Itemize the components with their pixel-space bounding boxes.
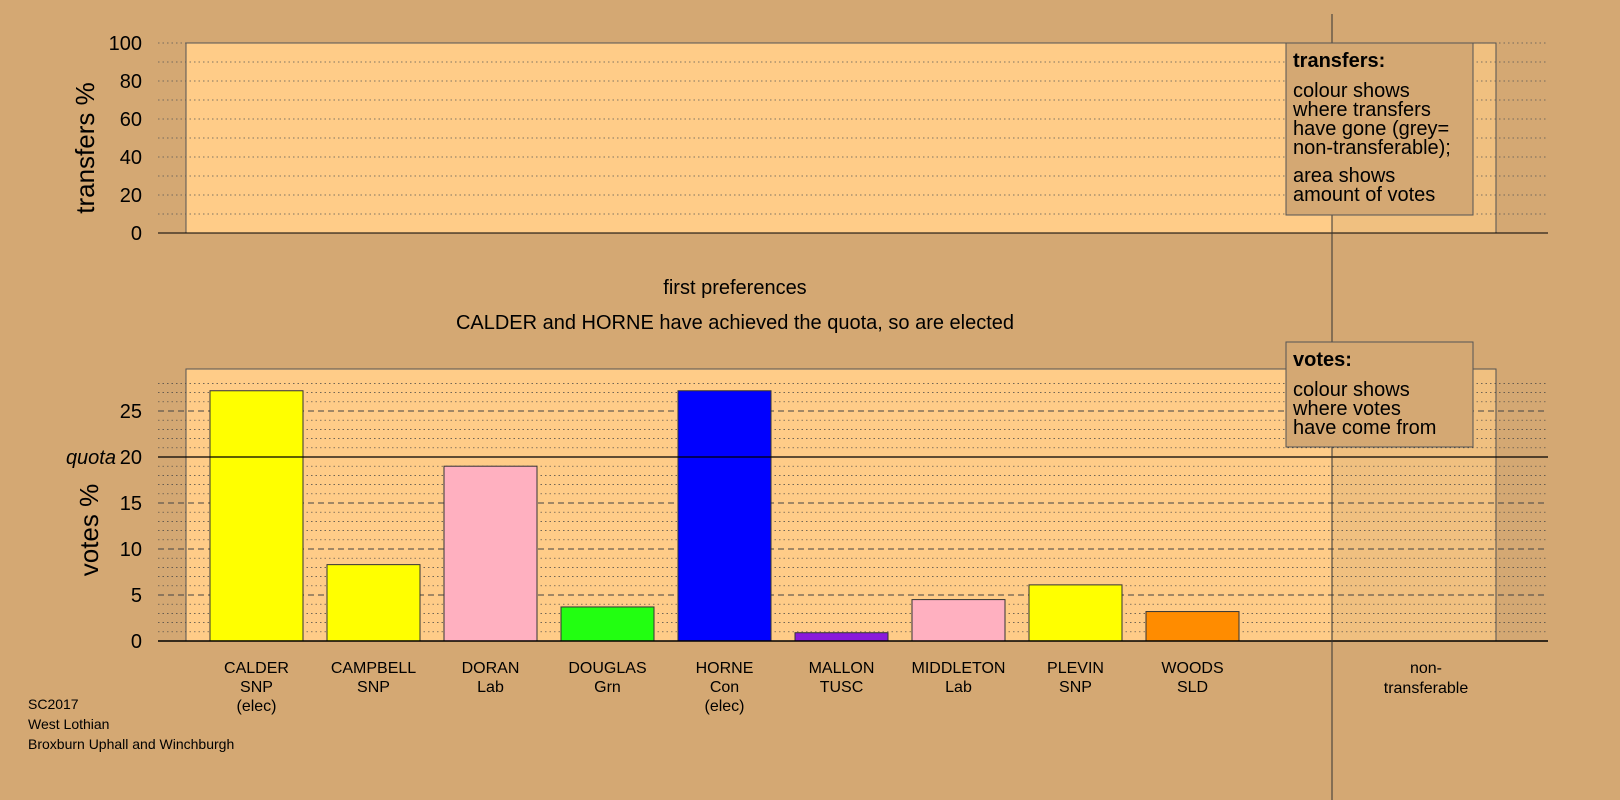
chart-title: first preferences [663, 277, 806, 299]
votes-legend-box [1285, 341, 1474, 448]
chart-subtitle: CALDER and HORNE have achieved the quota… [456, 312, 1014, 334]
candidate-label: DOUGLAS [568, 660, 646, 677]
transfers-legend-line: have gone (grey= [1293, 118, 1449, 140]
transfers-y-tick-label: 0 [131, 223, 142, 245]
candidate-label: DORAN [462, 660, 520, 677]
candidate-label: Lab [477, 679, 504, 696]
candidate-label: MALLON [809, 660, 875, 677]
nontransferable-label-line2: transferable [1384, 680, 1469, 697]
nontransferable-label-line1: non- [1410, 660, 1442, 677]
candidate-label: SLD [1177, 679, 1208, 696]
vote-bar [1028, 584, 1123, 642]
candidate-label: MIDDLETON [912, 660, 1006, 677]
candidate-label: SNP [1059, 679, 1092, 696]
votes-y-tick-label: 25 [120, 401, 142, 423]
votes-y-ticks: 0 5 10 15 20 25 [120, 401, 142, 653]
votes-y-tick-label: 0 [131, 631, 142, 653]
footer-line: Broxburn Uphall and Winchburgh [28, 736, 234, 752]
votes-y-tick-label: 5 [131, 585, 142, 607]
vote-bar [326, 564, 421, 642]
transfers-y-tick-label: 80 [120, 71, 142, 93]
vote-bar [209, 390, 304, 642]
transfers-legend-title: transfers: [1293, 50, 1385, 72]
transfers-y-tick-label: 100 [109, 33, 142, 55]
transfers-y-tick-label: 40 [120, 147, 142, 169]
candidate-label: Con [710, 679, 739, 696]
candidate-label: CAMPBELL [331, 660, 416, 677]
transfers-y-ticks: 0 20 40 60 80 100 [109, 33, 142, 245]
vote-bar [677, 390, 772, 642]
vote-bar [560, 606, 655, 642]
transfers-legend-line: non-transferable); [1293, 137, 1451, 159]
transfers-legend-line: colour shows [1293, 80, 1410, 102]
candidate-label: PLEVIN [1047, 660, 1104, 677]
vote-bar [1145, 611, 1240, 642]
votes-y-tick-label: 20 [120, 447, 142, 469]
candidate-label: (elec) [704, 698, 744, 715]
candidate-label: SNP [357, 679, 390, 696]
candidate-label: (elec) [236, 698, 276, 715]
candidate-label: WOODS [1161, 660, 1223, 677]
transfers-legend-line: amount of votes [1293, 184, 1435, 206]
votes-legend-line: colour shows [1293, 379, 1410, 401]
transfers-legend: transfers: colour shows where transfers … [1285, 42, 1474, 216]
candidate-label: SNP [240, 679, 273, 696]
transfers-plot-area [185, 42, 1497, 234]
transfers-legend-line: area shows [1293, 165, 1395, 187]
votes-legend-title: votes: [1293, 349, 1352, 371]
candidate-label: TUSC [820, 679, 864, 696]
vote-bar [911, 599, 1006, 642]
transfers-y-tick-label: 20 [120, 185, 142, 207]
votes-axis-title: votes % [74, 484, 104, 577]
votes-y-tick-label: 10 [120, 539, 142, 561]
candidate-label: CALDER [224, 660, 289, 677]
vote-bar [443, 465, 538, 642]
candidate-label: Lab [945, 679, 972, 696]
candidate-labels: CALDER SNP (elec) CAMPBELL SNP DORAN Lab DOUGLA… [224, 660, 1224, 715]
votes-bars [209, 390, 1240, 642]
footer-line: SC2017 [28, 696, 79, 712]
candidate-label: HORNE [696, 660, 754, 677]
transfers-axis-title: transfers % [70, 82, 100, 214]
votes-legend-line: where votes [1292, 398, 1401, 420]
quota-label: quota [66, 447, 116, 469]
transfers-legend-line: where transfers [1292, 99, 1431, 121]
votes-legend: votes: colour shows where votes have com… [1285, 341, 1474, 448]
footer-line: West Lothian [28, 716, 109, 732]
transfers-legend-box [1285, 42, 1474, 216]
transfers-y-tick-label: 60 [120, 109, 142, 131]
votes-y-tick-label: 15 [120, 493, 142, 515]
votes-legend-line: have come from [1293, 417, 1436, 439]
candidate-label: Grn [594, 679, 621, 696]
vote-bar [794, 632, 889, 642]
